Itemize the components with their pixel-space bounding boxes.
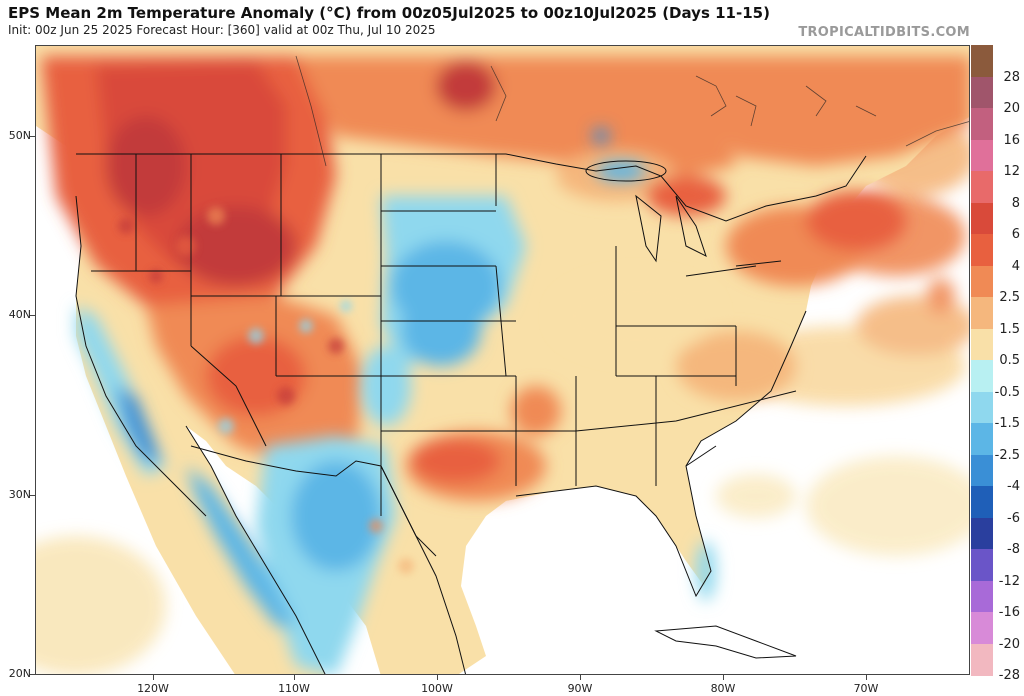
lon-tick-90w	[580, 675, 581, 680]
colorbar-label: 12	[1003, 164, 1020, 179]
lat-tick-40n	[30, 315, 35, 316]
lon-tick-80w	[723, 675, 724, 680]
colorbar-label: -4	[1007, 479, 1020, 494]
colorbar-swatch	[971, 517, 993, 550]
colorbar-swatch	[971, 297, 993, 329]
colorbar-swatch	[971, 391, 993, 424]
colorbar-swatch	[971, 454, 993, 487]
colorbar-swatch	[971, 265, 993, 298]
colorbar-label: -16	[998, 605, 1020, 620]
lat-tick-30n	[30, 495, 35, 496]
map-title: EPS Mean 2m Temperature Anomaly (°C) fro…	[8, 4, 770, 22]
colorbar-label: 4	[1011, 258, 1020, 274]
map-panel[interactable]	[35, 45, 970, 675]
colorbar-label: 28	[1003, 69, 1020, 85]
colorbar-swatch	[971, 202, 993, 235]
colorbar-label: 2.5	[999, 290, 1020, 305]
colorbar-swatch	[971, 423, 993, 455]
cool-anomaly-layer	[76, 128, 716, 674]
colorbar-label: -1.5	[994, 416, 1020, 431]
lat-tick-50n	[30, 136, 35, 137]
gulf-of-mexico	[476, 486, 676, 656]
colorbar-swatch	[971, 643, 993, 676]
lon-label-110w: 110W	[278, 682, 310, 695]
colorbar-label: 8	[1011, 195, 1020, 211]
colorbar-swatch	[971, 360, 993, 392]
colorbar-swatch	[971, 139, 993, 172]
colorbar-swatch	[971, 612, 993, 644]
colorbar-label: -28	[998, 668, 1020, 683]
boundary-lines	[75, 153, 867, 674]
colorbar-swatch	[971, 171, 993, 203]
canada-lakes	[295, 55, 969, 167]
colorbar-label: -0.5	[994, 384, 1020, 400]
lon-label-120w: 120W	[137, 682, 169, 695]
lon-label-80w: 80W	[710, 682, 736, 695]
colorbar-swatch	[971, 549, 993, 581]
colorbar-label: -12	[998, 573, 1020, 589]
map-subtitle: Init: 00z Jun 25 2025 Forecast Hour: [36…	[8, 23, 436, 37]
colorbar-swatch	[971, 76, 993, 109]
lon-tick-70w	[866, 675, 867, 680]
colorbar-swatch	[971, 234, 993, 266]
lat-label-20n: 20N	[8, 667, 31, 680]
colorbar-swatch	[971, 328, 993, 361]
lat-label-50n: 50N	[8, 129, 31, 142]
anomaly-map[interactable]	[36, 46, 970, 675]
colorbar-label: 16	[1003, 132, 1020, 148]
lat-label-30n: 30N	[8, 488, 31, 501]
colorbar-label: -8	[1007, 542, 1020, 557]
colorbar-label: 6	[1011, 227, 1020, 242]
colorbar-swatch	[971, 486, 993, 518]
colorbar-label: -20	[998, 636, 1020, 652]
lon-tick-120w	[153, 675, 154, 680]
lon-label-100w: 100W	[421, 682, 453, 695]
watermark: TROPICALTIDBITS.COM	[798, 25, 970, 40]
colorbar-label: 20	[1003, 101, 1020, 116]
colorbar-label: -6	[1007, 510, 1020, 526]
colorbar-label: -2.5	[994, 447, 1020, 463]
lon-label-70w: 70W	[853, 682, 879, 695]
lon-label-90w: 90W	[567, 682, 593, 695]
colorbar-label: 0.5	[999, 353, 1020, 368]
lat-label-40n: 40N	[8, 308, 31, 321]
lon-tick-110w	[294, 675, 295, 680]
colorbar-swatch	[971, 108, 993, 140]
colorbar-swatch	[971, 45, 993, 77]
lon-tick-100w	[437, 675, 438, 680]
colorbar-swatch	[971, 580, 993, 613]
colorbar-legend: 28 20 16 12 8 6 4 2.5 1.5 0.5 -0.5 -1.5 -2.5 -4 -6 -8 -1…	[971, 45, 1024, 683]
title-block: EPS Mean 2m Temperature Anomaly (°C) fro…	[8, 4, 778, 44]
colorbar-label: 1.5	[999, 321, 1020, 337]
lat-tick-20n	[30, 674, 35, 675]
